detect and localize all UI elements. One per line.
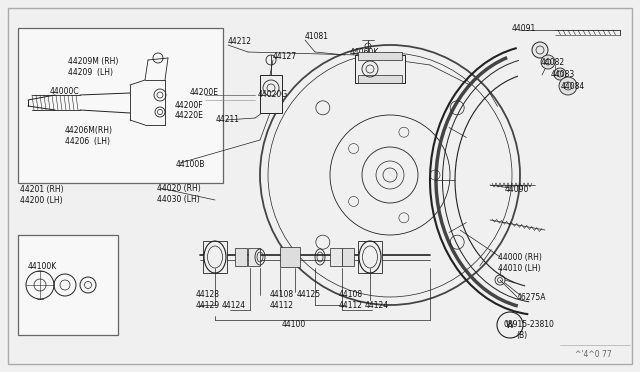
Text: 44000C: 44000C (50, 87, 79, 96)
Bar (358, 52, 402, 60)
Bar (18, 235, 118, 335)
Text: ^'4^0 77: ^'4^0 77 (575, 350, 612, 359)
Bar (260, 75, 282, 113)
Text: 44209  (LH): 44209 (LH) (68, 68, 113, 77)
Text: 44100K: 44100K (28, 262, 57, 271)
Text: 44200F: 44200F (175, 101, 204, 110)
Text: 44100B: 44100B (176, 160, 205, 169)
Bar (280, 247, 300, 267)
Text: 44108: 44108 (270, 290, 294, 299)
Text: 44112: 44112 (270, 301, 294, 310)
Circle shape (541, 55, 555, 69)
Text: 44206  (LH): 44206 (LH) (65, 137, 110, 146)
Bar (235, 248, 247, 266)
Text: 44010 (LH): 44010 (LH) (498, 264, 541, 273)
Bar (358, 75, 402, 83)
Text: 44220E: 44220E (175, 111, 204, 120)
Text: 44020 (RH): 44020 (RH) (157, 184, 201, 193)
Bar (248, 248, 260, 266)
Text: 08915-23810: 08915-23810 (504, 320, 555, 329)
Circle shape (559, 77, 577, 95)
Text: 44200E: 44200E (190, 88, 219, 97)
Text: 44108: 44108 (339, 290, 363, 299)
Circle shape (532, 42, 548, 58)
Text: 44125: 44125 (297, 290, 321, 299)
Text: 44091: 44091 (512, 24, 536, 33)
Text: 44200 (LH): 44200 (LH) (20, 196, 63, 205)
Bar (203, 241, 227, 273)
Text: (B): (B) (516, 331, 527, 340)
Bar (330, 248, 342, 266)
Text: 44100: 44100 (282, 320, 307, 329)
Bar (358, 241, 382, 273)
Text: 44209M (RH): 44209M (RH) (68, 57, 118, 66)
Text: 44000 (RH): 44000 (RH) (498, 253, 542, 262)
Text: 44060K: 44060K (350, 48, 380, 57)
Circle shape (554, 68, 566, 80)
Text: 44129: 44129 (196, 301, 220, 310)
Text: 44211: 44211 (216, 115, 240, 124)
Text: 44201 (RH): 44201 (RH) (20, 185, 63, 194)
Text: 44124: 44124 (222, 301, 246, 310)
Text: 41081: 41081 (305, 32, 329, 41)
Text: 44030 (LH): 44030 (LH) (157, 195, 200, 204)
Text: 44083: 44083 (551, 70, 575, 79)
Text: 44084: 44084 (561, 82, 585, 91)
Text: 44206M(RH): 44206M(RH) (65, 126, 113, 135)
Bar (18, 28, 223, 183)
Text: 44124: 44124 (365, 301, 389, 310)
Text: 44112: 44112 (339, 301, 363, 310)
Text: W: W (506, 321, 514, 330)
Text: 44212: 44212 (228, 37, 252, 46)
Bar (355, 55, 405, 83)
Text: 44128: 44128 (196, 290, 220, 299)
Text: 44082: 44082 (541, 58, 565, 67)
Text: 46275A: 46275A (517, 293, 547, 302)
Text: 44020G: 44020G (258, 90, 288, 99)
Bar (342, 248, 354, 266)
Text: 44090: 44090 (505, 185, 529, 194)
Text: 44127: 44127 (273, 52, 297, 61)
